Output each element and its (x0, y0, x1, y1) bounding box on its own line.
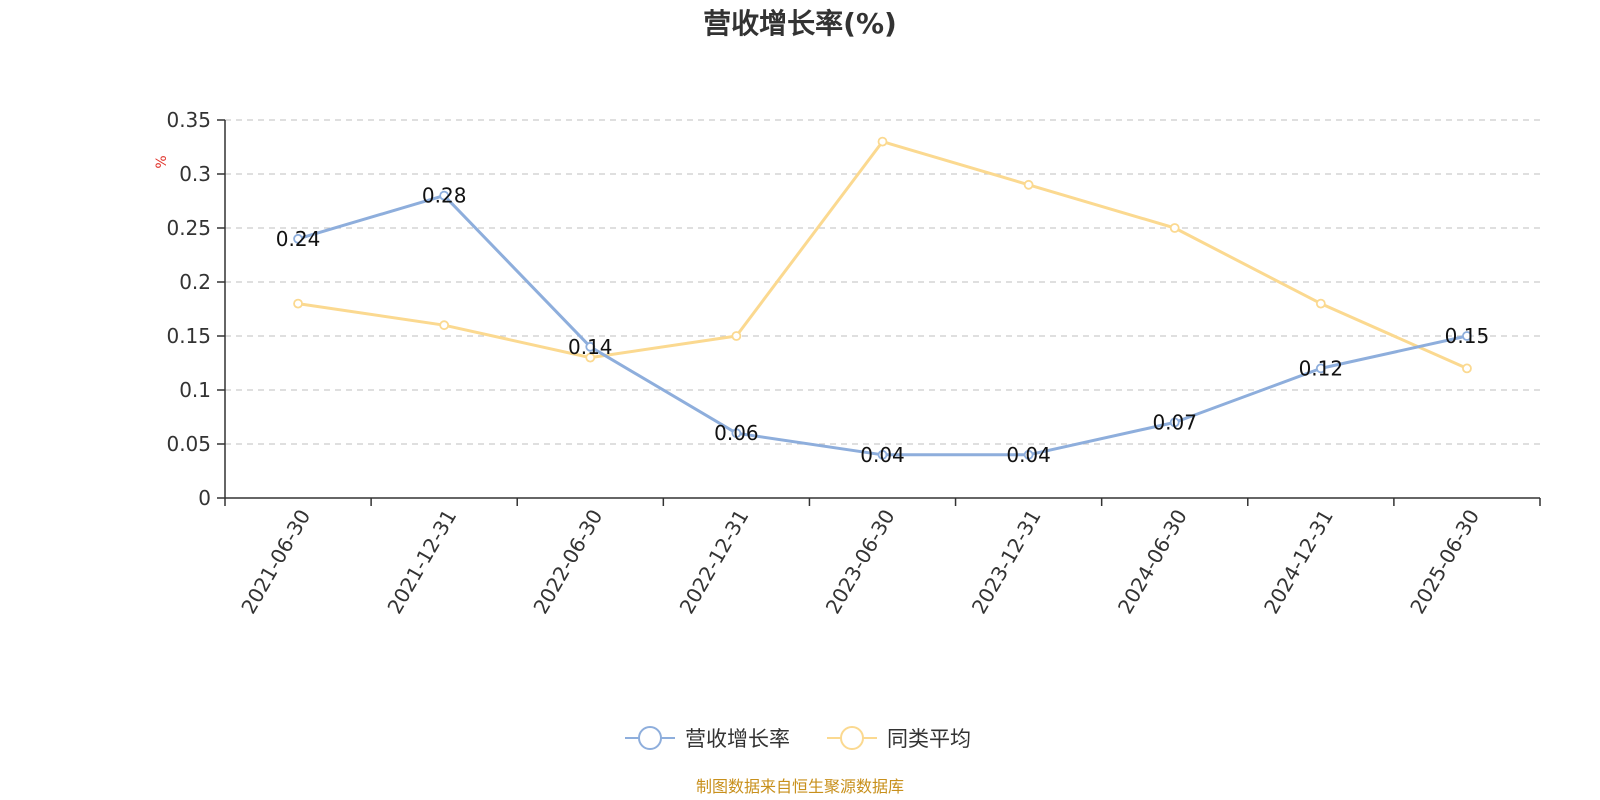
x-tick-label: 2025-06-30 (1405, 505, 1484, 618)
data-point (1023, 449, 1034, 460)
y-tick-label: 0.35 (166, 108, 211, 132)
data-point (1023, 179, 1034, 190)
y-tick-label: 0.25 (166, 216, 211, 240)
series-lines (293, 136, 1472, 460)
data-point (1169, 417, 1180, 428)
x-tick-label: 2021-06-30 (236, 505, 315, 618)
data-point (1315, 363, 1326, 374)
x-tick-label: 2022-12-31 (675, 505, 754, 618)
legend-label: 营收增长率 (685, 727, 790, 751)
data-label: 0.28 (422, 184, 467, 208)
data-label: 0.12 (1299, 356, 1344, 380)
data-point (1462, 331, 1472, 341)
data-point (439, 320, 450, 331)
data-point (1315, 298, 1326, 309)
x-tick-label: 2023-06-30 (821, 505, 900, 618)
data-point (877, 136, 888, 147)
x-tick-label: 2021-12-31 (382, 505, 461, 618)
legend: 营收增长率 同类平均 (625, 726, 971, 751)
data-point (585, 352, 596, 363)
legend-circle-icon (638, 726, 662, 750)
chart-title: 营收增长率(%) (703, 7, 897, 40)
series-average (293, 136, 1472, 374)
data-labels: 0.24 0.28 0.14 0.06 0.04 0.04 0.07 0.12 0.15 (276, 184, 1489, 467)
y-tick-label: 0.05 (166, 432, 211, 456)
x-tick-label: 2024-06-30 (1113, 505, 1192, 618)
legend-item-average[interactable]: 同类平均 (827, 726, 971, 751)
data-point (439, 190, 450, 201)
legend-circle-icon (840, 726, 864, 750)
data-label: 0.04 (1006, 443, 1051, 467)
data-point (877, 449, 888, 460)
x-tick-label: 2024-12-31 (1259, 505, 1338, 618)
y-tick-label: 0.3 (179, 162, 211, 186)
series-line (296, 194, 1469, 457)
data-point (293, 233, 303, 244)
x-tick-label: 2022-06-30 (528, 505, 607, 618)
y-tick-label: 0 (198, 486, 211, 510)
series-line (296, 140, 1469, 370)
data-label: 0.07 (1152, 410, 1197, 434)
y-tick-label: 0.1 (179, 378, 211, 402)
x-tick-label: 2023-12-31 (967, 505, 1046, 618)
data-point (731, 331, 742, 341)
y-axis-unit-label: % (154, 155, 170, 168)
legend-item-main[interactable]: 营收增长率 (625, 726, 790, 751)
data-point (1169, 223, 1180, 233)
data-label: 0.14 (568, 335, 613, 359)
data-label: 0.06 (714, 421, 759, 445)
grid-lines (225, 119, 1540, 445)
y-tick-label: 0.2 (179, 270, 211, 294)
data-label: 0.04 (860, 443, 905, 467)
source-note: 制图数据来自恒生聚源数据库 (696, 777, 904, 796)
data-label: 0.24 (276, 227, 321, 251)
data-point (585, 341, 596, 352)
data-point (293, 298, 303, 309)
data-label: 0.15 (1445, 324, 1490, 348)
series-main (293, 190, 1472, 460)
y-tick-label: 0.15 (166, 324, 211, 348)
data-point (731, 428, 742, 439)
legend-label: 同类平均 (887, 727, 971, 751)
data-point (1462, 363, 1472, 374)
